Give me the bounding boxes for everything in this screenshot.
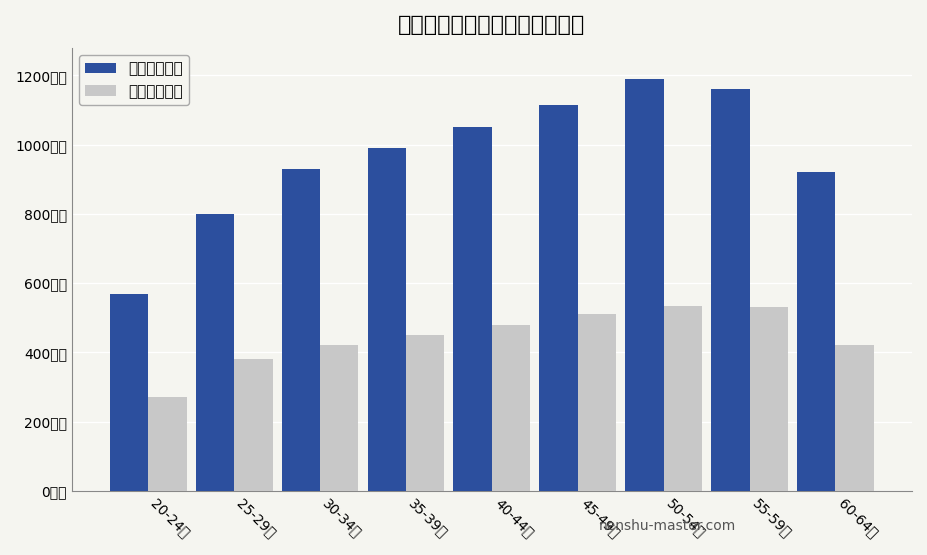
Text: nenshu-master.com: nenshu-master.com: [599, 519, 736, 533]
Bar: [664, 306, 702, 491]
Bar: [492, 325, 530, 491]
Bar: [711, 89, 750, 491]
Bar: [540, 105, 578, 491]
Bar: [320, 346, 359, 491]
Bar: [235, 359, 273, 491]
Bar: [625, 79, 664, 491]
Bar: [578, 314, 616, 491]
Bar: [797, 173, 835, 491]
Bar: [282, 169, 320, 491]
Bar: [453, 127, 492, 491]
Bar: [196, 214, 235, 491]
Bar: [148, 397, 186, 491]
Bar: [835, 346, 874, 491]
Bar: [368, 148, 406, 491]
Bar: [406, 335, 444, 491]
Bar: [750, 307, 788, 491]
Title: 高砂熱学工業の年齢別平均年収: 高砂熱学工業の年齢別平均年収: [399, 15, 586, 35]
Bar: [110, 294, 148, 491]
Legend: 想定平均年収, 全国平均年収: 想定平均年収, 全国平均年収: [80, 56, 189, 105]
